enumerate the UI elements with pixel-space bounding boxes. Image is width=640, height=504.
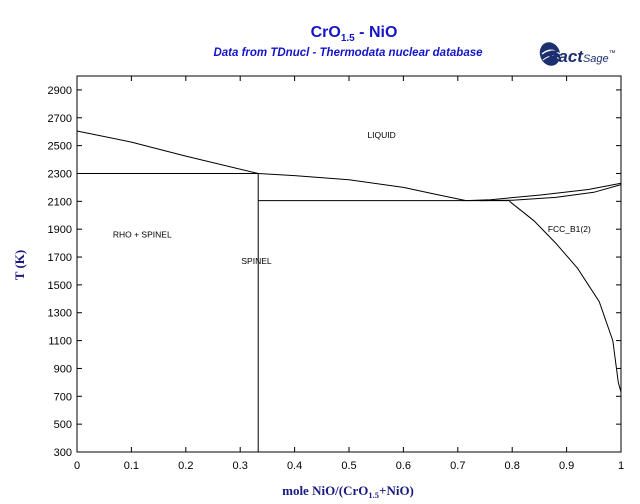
x-tick-label: 1: [618, 460, 624, 472]
x-axis-label-subscript: 1.5: [368, 490, 379, 500]
phase-boundary-line-2: [258, 173, 467, 202]
logo-text: FactSage™: [548, 47, 616, 66]
plot-layer: 0 0.1 0.2 0.3 0.4 0.5 0.6 0.7 0.8 0.9 130050070090…: [48, 76, 624, 472]
y-tick-label: 2700: [48, 113, 72, 125]
y-tick-label: 2900: [48, 85, 72, 97]
x-tick-label: 0.5: [341, 460, 356, 472]
x-axis-label-post: +NiO): [379, 483, 414, 498]
x-tick-label: 0.7: [450, 460, 465, 472]
y-tick-label: 500: [54, 419, 72, 431]
y-tick-label: 2300: [48, 168, 72, 180]
x-axis-label: mole NiO/(CrO1.5+NiO): [282, 483, 414, 500]
y-tick-label: 300: [54, 447, 72, 459]
y-axis-label: T (K): [12, 250, 27, 280]
plot-frame: [76, 75, 622, 453]
y-tick-label: 1900: [48, 224, 72, 236]
y-tick-label: 1500: [48, 280, 72, 292]
x-tick-label: 0.2: [178, 460, 193, 472]
x-tick-label: 0.9: [559, 460, 574, 472]
x-tick-label: 0: [74, 460, 80, 472]
y-tick-label: 1100: [48, 336, 72, 348]
x-tick-label: 0.1: [124, 460, 139, 472]
logo-mark: ™: [609, 50, 616, 57]
y-tick-label: 700: [54, 391, 72, 403]
chart-title: CrO1.5 - NiO: [311, 24, 398, 44]
phase-boundary-line-5: [509, 200, 622, 393]
x-tick-label: 0.3: [233, 460, 248, 472]
region-label: LIQUID: [367, 130, 395, 140]
logo-word-bold: Fact: [548, 47, 584, 66]
region-label: RHO + SPINEL: [113, 230, 172, 240]
chart-title-rest: - NiO: [355, 24, 398, 41]
chart-title-subscript: 1.5: [341, 33, 355, 44]
x-tick-label: 0.6: [396, 460, 411, 472]
logo-word-light: Sage: [583, 53, 609, 65]
x-axis-label-pre: mole NiO/(CrO: [282, 483, 368, 498]
factsage-logo: FactSage™: [539, 42, 616, 66]
phase-boundary-line-1: [76, 130, 259, 174]
x-tick-label: 0.4: [287, 460, 302, 472]
chart-title-main: CrO: [311, 24, 341, 41]
x-tick-label: 0.8: [505, 460, 520, 472]
y-tick-label: 1700: [48, 252, 72, 264]
y-tick-label: 900: [54, 363, 72, 375]
logo-sphere-icon: [539, 42, 561, 66]
chart-subtitle: Data from TDnucl - Thermodata nuclear da…: [213, 47, 483, 59]
region-label: FCC_B1(2): [548, 224, 591, 234]
y-tick-label: 2100: [48, 196, 72, 208]
phase-boundary-line-3: [465, 182, 622, 202]
region-label: SPINEL: [241, 256, 272, 266]
y-tick-label: 2500: [48, 141, 72, 153]
y-tick-label: 1300: [48, 308, 72, 320]
